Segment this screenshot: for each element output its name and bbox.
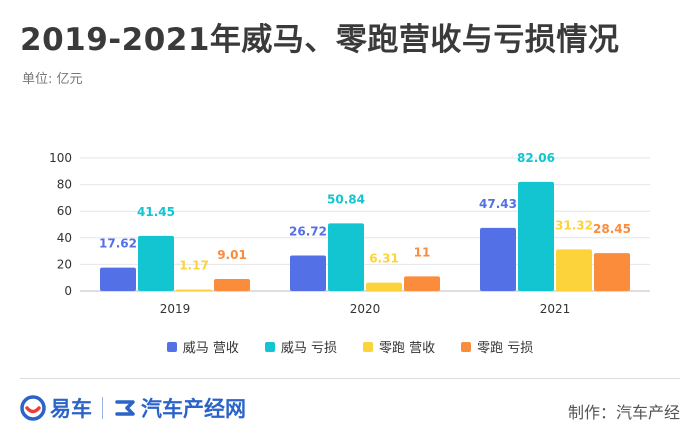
bar-chart: 0 20 40 60 80 100 17.62 41.45 1.17 9.01 26.72 50.8… (49, 151, 650, 316)
grid-lines (80, 157, 650, 292)
legend-swatch (264, 341, 275, 352)
qczj-logo-text: 汽车产经网 (141, 397, 246, 421)
bar (328, 223, 364, 291)
bar (480, 227, 516, 291)
bar (404, 276, 440, 291)
legend-label: 零跑 亏损 (477, 341, 534, 356)
y-tick-label: 60 (57, 204, 72, 218)
data-label: 82.06 (517, 151, 555, 165)
legend-item: 零跑 亏损 (461, 337, 533, 356)
legend-item: 威马 营收 (166, 337, 239, 356)
data-label: 47.43 (479, 197, 517, 211)
x-tick-label: 2019 (160, 302, 191, 316)
legend-label: 零跑 营收 (379, 341, 436, 356)
bar (518, 181, 554, 291)
data-label: 11 (414, 245, 431, 259)
y-tick-label: 0 (64, 284, 72, 298)
data-label: 28.45 (593, 222, 631, 236)
bar (594, 253, 630, 291)
data-label: 50.84 (327, 192, 365, 206)
legend-label: 威马 亏损 (280, 341, 337, 356)
footer-logos: 易车 汽车产经网 (20, 392, 246, 424)
footer-divider (20, 378, 680, 379)
bar (556, 249, 592, 291)
data-label: 1.17 (179, 258, 209, 272)
yiche-logo-text: 易车 (50, 397, 92, 421)
producer-credit: 制作：汽车产经 (567, 403, 680, 422)
x-axis-ticks: 2019 2020 2021 (160, 302, 571, 316)
data-label: 26.72 (289, 224, 327, 238)
y-tick-label: 100 (49, 151, 72, 165)
yiche-logo-icon (20, 395, 46, 421)
data-label: 31.32 (555, 218, 593, 232)
qczj-logo: 汽车产经网 (113, 393, 246, 423)
data-label: 6.31 (369, 252, 399, 266)
bar (290, 255, 326, 291)
data-label: 9.01 (217, 248, 247, 262)
y-axis-ticks: 0 20 40 60 80 100 (49, 151, 72, 298)
bar (176, 289, 212, 291)
yiche-logo: 易车 (20, 393, 92, 423)
qczj-logo-icon (115, 400, 135, 416)
legend: 威马 营收 威马 亏损 零跑 营收 零跑 亏损 (0, 337, 700, 356)
bar (138, 235, 174, 291)
bars (100, 181, 630, 291)
logo-separator (102, 397, 103, 419)
x-tick-label: 2020 (350, 302, 381, 316)
data-label: 17.62 (99, 237, 137, 251)
x-tick-label: 2021 (540, 302, 571, 316)
legend-swatch (166, 341, 177, 352)
y-tick-label: 20 (57, 257, 72, 271)
bar (366, 282, 402, 291)
y-tick-label: 40 (57, 231, 72, 245)
legend-swatch (461, 341, 472, 352)
y-tick-label: 80 (57, 178, 72, 192)
legend-swatch (363, 341, 373, 352)
data-label: 41.45 (137, 205, 175, 219)
data-labels: 17.62 41.45 1.17 9.01 26.72 50.84 6.31 11 47.43 8… (99, 151, 631, 273)
legend-item: 零跑 营收 (363, 337, 435, 356)
chart-title: 2019-2021年威马、零跑营收与亏损情况 (20, 22, 620, 58)
unit-label: 单位: 亿元 (22, 72, 83, 87)
legend-item: 威马 亏损 (264, 337, 337, 356)
bar (100, 267, 136, 291)
legend-label: 威马 营收 (182, 341, 239, 356)
bar (214, 279, 250, 291)
